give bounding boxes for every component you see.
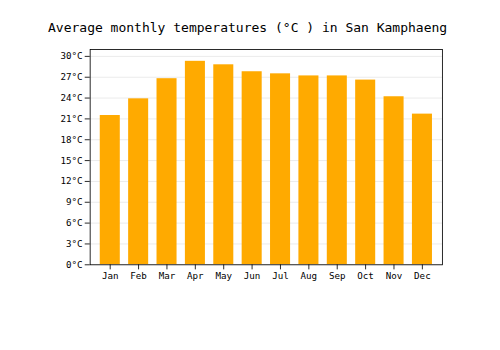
svg-text:Mar: Mar — [159, 270, 176, 281]
svg-text:15°C: 15°C — [61, 155, 83, 166]
svg-text:3°C: 3°C — [66, 238, 83, 249]
svg-text:12°C: 12°C — [61, 175, 83, 186]
svg-text:21°C: 21°C — [61, 113, 83, 124]
svg-text:Jan: Jan — [102, 270, 119, 281]
svg-text:0°C: 0°C — [66, 259, 83, 270]
svg-text:Dec: Dec — [414, 270, 431, 281]
svg-text:Aug: Aug — [301, 270, 318, 281]
svg-text:Feb: Feb — [130, 270, 147, 281]
svg-text:18°C: 18°C — [61, 134, 83, 145]
svg-text:Apr: Apr — [187, 270, 204, 281]
svg-text:9°C: 9°C — [66, 196, 83, 207]
svg-text:Sep: Sep — [329, 270, 346, 281]
svg-text:30°C: 30°C — [61, 50, 83, 61]
svg-text:27°C: 27°C — [61, 71, 83, 82]
svg-text:6°C: 6°C — [66, 217, 83, 228]
svg-text:24°C: 24°C — [61, 92, 83, 103]
svg-text:Oct: Oct — [357, 270, 374, 281]
svg-text:May: May — [215, 270, 232, 281]
html-text:Average monthly temperatures (: Average monthly temperatures (°C ) in Sa… — [48, 20, 448, 35]
svg-text:Nov: Nov — [386, 270, 403, 281]
svg-text:Jun: Jun — [244, 270, 261, 281]
svg-text:Jul: Jul — [272, 270, 289, 281]
